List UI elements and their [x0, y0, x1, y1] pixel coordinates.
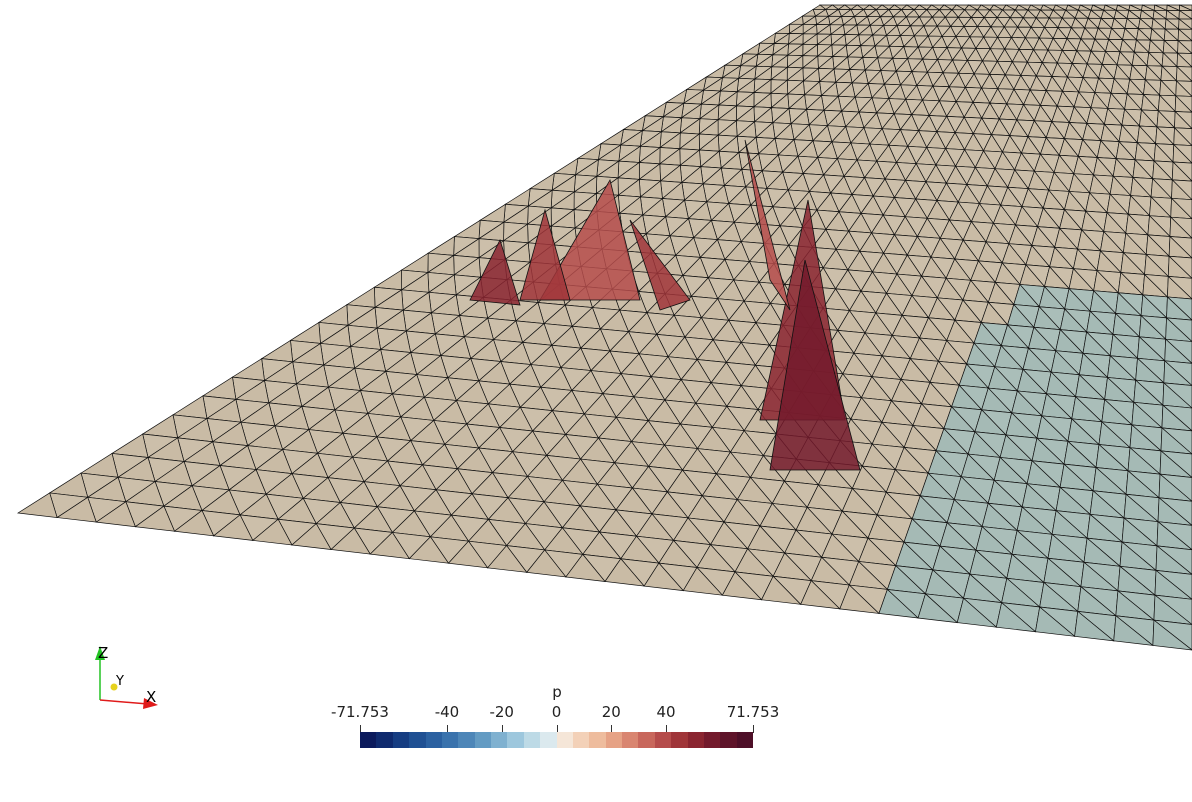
orientation-axes: Z Y X: [80, 640, 180, 720]
mesh-triangle: [788, 15, 804, 25]
mesh-triangle: [231, 358, 265, 381]
pressure-spike: [469, 238, 521, 306]
scalar-bar-tick-label: -71.753: [331, 703, 389, 721]
pressure-spikes: [469, 139, 861, 471]
mesh-triangle: [95, 501, 136, 528]
mesh-triangle: [800, 580, 841, 610]
color-legend-bar: [360, 732, 753, 748]
mesh-triangle: [705, 64, 726, 79]
mesh-triangle: [408, 536, 450, 564]
mesh-triangle: [16, 492, 58, 518]
mesh-triangle: [427, 235, 455, 256]
scalar-bar-tick-label: 0: [551, 703, 562, 721]
mesh-triangle: [682, 566, 724, 596]
mesh-triangle: [1035, 606, 1076, 637]
scalar-bar-tick-mark: [360, 725, 361, 733]
mesh-triangle: [173, 509, 215, 537]
mesh-triangle: [1113, 615, 1155, 646]
mesh-triangle: [685, 76, 707, 91]
scalar-bar-tick-label: -40: [434, 703, 460, 721]
x-axis-line: [99, 699, 149, 705]
mesh-triangle: [604, 558, 645, 587]
mesh-triangle: [369, 531, 411, 560]
scalar-bar-tick-mark: [446, 725, 448, 733]
z-axis-label: Z: [98, 644, 109, 662]
mesh-triangle: [447, 540, 489, 569]
mesh-triangle: [576, 143, 602, 161]
mesh-triangle: [317, 304, 349, 326]
mesh-triangle: [723, 53, 744, 67]
mesh-triangle: [289, 321, 321, 344]
mesh-triangle: [260, 339, 294, 363]
pressure-spike: [519, 208, 571, 301]
scalar-bar-tick-mark: [666, 725, 668, 733]
orientation-axes-icon: [95, 646, 158, 709]
mesh-triangle: [345, 286, 376, 308]
mesh-triangle: [721, 571, 763, 601]
mesh-triangle: [995, 601, 1037, 633]
mesh-triangle: [622, 114, 646, 132]
mesh-triangle: [373, 269, 403, 291]
mesh-triangle: [565, 553, 606, 582]
mesh-triangle: [453, 219, 481, 240]
x-axis-arrow-icon: [143, 698, 158, 709]
scalar-bar-tick-label: 20: [601, 703, 621, 721]
mesh-triangle: [504, 187, 531, 207]
mesh-triangle: [801, 8, 816, 17]
mesh-triangle: [479, 203, 506, 223]
mesh-triangle: [212, 514, 254, 541]
mesh-triangle: [643, 562, 685, 592]
mesh-triangle: [878, 588, 920, 619]
scalar-bar-tick-label: 40: [656, 703, 676, 721]
mesh-triangle: [758, 32, 776, 44]
pressure-spike: [744, 139, 791, 311]
scalar-bar-tick-mark: [501, 725, 503, 733]
mesh-triangle: [330, 527, 371, 555]
z-axis-arrow-icon: [95, 646, 105, 660]
scalar-bar: p -71.753 -40 -20 0 20 40 71.753: [330, 683, 790, 753]
pressure-spike: [769, 259, 861, 471]
mesh-triangles: [16, 4, 1192, 651]
scalar-bar-tick-label: 71.753: [726, 703, 780, 721]
mesh-triangle: [599, 128, 624, 146]
mesh-triangle: [741, 42, 761, 55]
scalar-bar-title: p: [552, 683, 562, 701]
mesh-triangle: [291, 523, 332, 550]
mesh-triangle: [56, 496, 97, 523]
mesh-triangle: [134, 505, 176, 532]
mesh-triangle: [526, 549, 567, 578]
y-axis-dot-icon: [110, 683, 118, 691]
mesh-triangle: [1152, 619, 1192, 651]
x-axis-label: X: [146, 688, 157, 706]
mesh-triangle: [839, 584, 880, 614]
mesh-triangle: [917, 593, 959, 624]
pressure-spike: [629, 219, 691, 311]
mesh-triangle: [251, 518, 293, 546]
pressure-spike: [539, 178, 641, 301]
mesh-triangle: [529, 172, 555, 191]
scalar-bar-tick-mark: [556, 725, 558, 733]
mesh-triangle: [486, 545, 528, 573]
y-axis-label: Y: [116, 674, 124, 689]
scalar-bar-tick-label: -20: [489, 703, 514, 721]
mesh-triangle: [1074, 610, 1115, 642]
mesh-triangle: [644, 101, 667, 118]
scalar-bar-tick-mark: [611, 725, 613, 733]
mesh-triangle: [774, 23, 791, 34]
scalar-bar-tick-mark: [753, 725, 754, 733]
mesh-triangle: [760, 575, 802, 605]
mesh-triangle: [956, 597, 998, 628]
mesh-triangle: [553, 157, 579, 176]
mesh-triangle: [665, 88, 688, 104]
mesh-triangle: [400, 252, 429, 273]
